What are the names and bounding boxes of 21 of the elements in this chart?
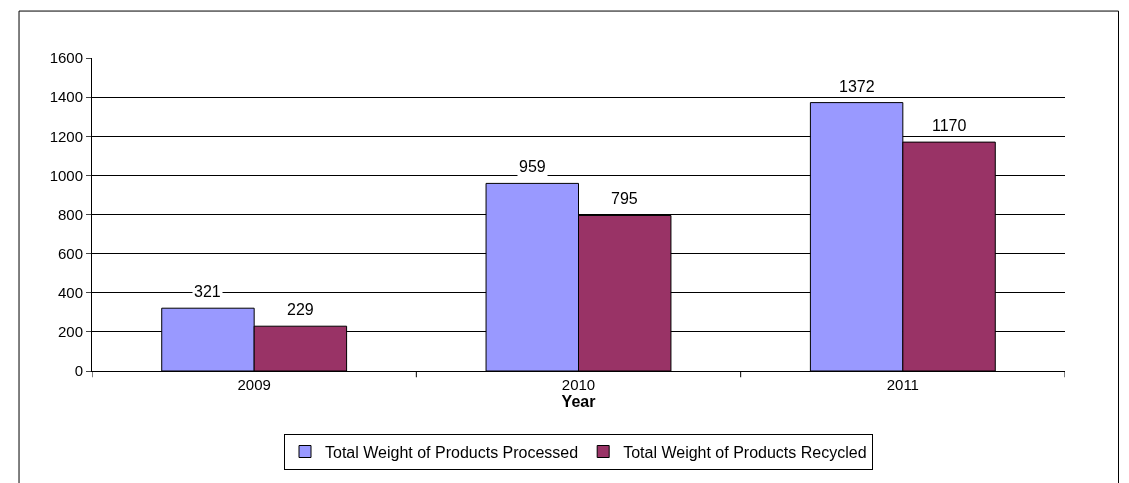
- y-tick-label: 200: [57, 323, 83, 341]
- x-tick-label: 2010: [561, 376, 596, 393]
- y-tick-label: 800: [57, 205, 83, 223]
- data-label: 1170: [932, 117, 967, 134]
- y-tick-label: 600: [57, 244, 83, 262]
- x-tick-label: 2011: [886, 376, 919, 393]
- y-tick-label: 1600: [49, 49, 83, 67]
- y-tick-label: 400: [57, 284, 83, 301]
- data-label: 959: [519, 158, 546, 175]
- x-tick-label: 2009: [237, 376, 271, 393]
- y-tick-label: 1200: [49, 127, 83, 145]
- y-tick-label: 1400: [49, 88, 83, 106]
- legend-label: Total Weight of Products Recycled: [623, 443, 867, 461]
- data-label: 795: [611, 190, 638, 207]
- legend-label: Total Weight of Products Processed: [325, 443, 579, 461]
- data-label: 321: [194, 283, 221, 300]
- y-tick-label: 1000: [49, 166, 83, 184]
- data-label: 229: [287, 301, 314, 318]
- data-label: 1372: [839, 78, 875, 95]
- x-axis-title: Year: [561, 393, 596, 410]
- y-tick-label: 0: [74, 362, 83, 380]
